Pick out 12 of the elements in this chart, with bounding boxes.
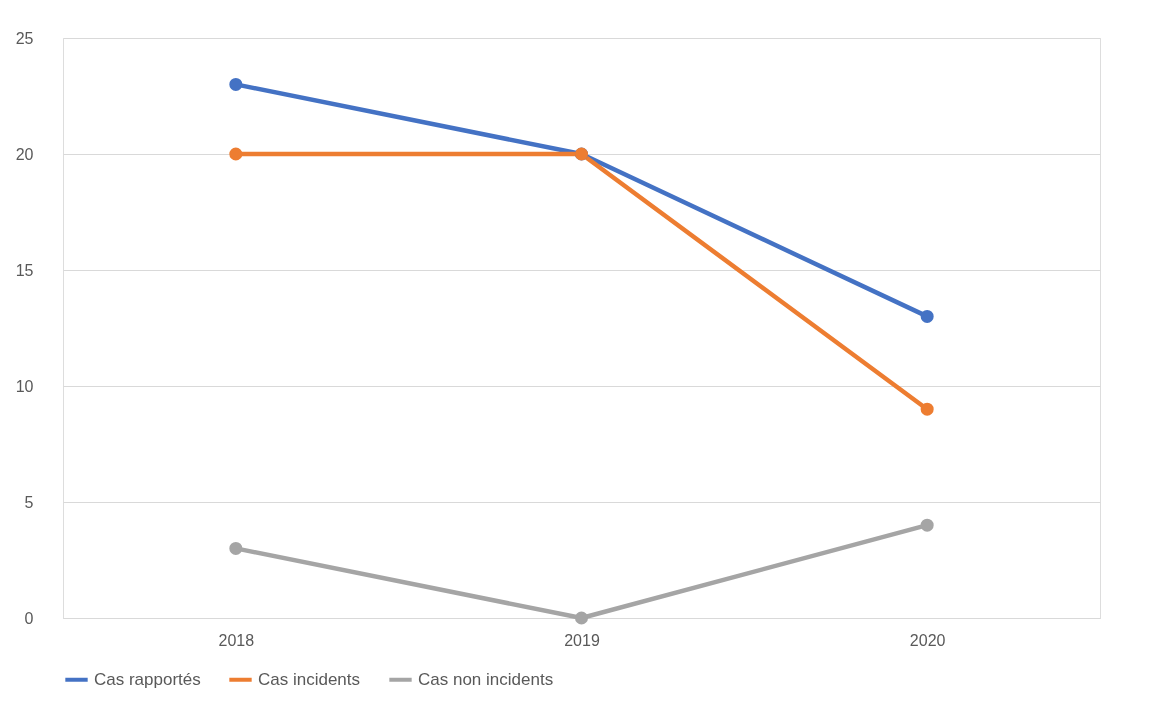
y-tick-label: 25 — [15, 29, 34, 47]
y-tick-label: 20 — [15, 145, 34, 163]
legend-label: Cas incidents — [258, 669, 361, 689]
legend-label: Cas non incidents — [418, 669, 554, 689]
y-tick-label: 5 — [24, 493, 34, 511]
y-tick-label: 10 — [15, 377, 34, 395]
x-tick-label: 2020 — [909, 631, 946, 649]
y-tick-label: 0 — [24, 609, 34, 627]
y-tick-label: 15 — [15, 261, 34, 279]
legend-label: Cas rapportés — [94, 669, 201, 689]
x-tick-label: 2018 — [218, 631, 255, 649]
x-tick-label: 2019 — [564, 631, 600, 649]
